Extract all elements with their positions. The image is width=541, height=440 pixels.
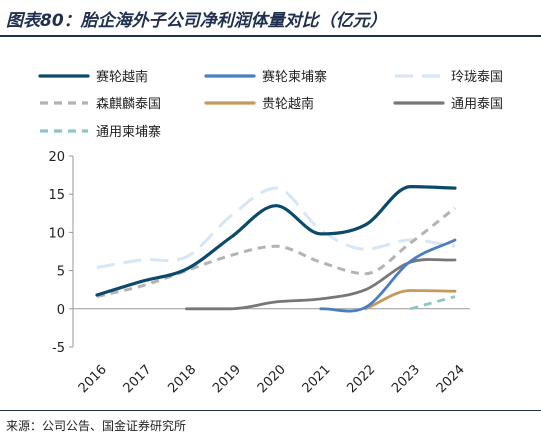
- legend-label-4: 贵轮越南: [262, 96, 314, 112]
- y-tick-label: 20: [48, 150, 65, 165]
- y-tick-label: 15: [48, 188, 65, 203]
- series-line-5: [185, 258, 457, 311]
- y-tick-label: 10: [48, 226, 65, 241]
- footer-divider: [0, 410, 541, 411]
- source-note: 来源：公司公告、国金证券研究所: [6, 419, 187, 433]
- y-tick-label: 5: [57, 265, 65, 280]
- legend-label-2: 玲珑泰国: [451, 70, 503, 85]
- legend-label-5: 通用泰国: [451, 97, 503, 112]
- x-tick-label: 2020: [255, 362, 289, 396]
- series-line-0: [95, 184, 457, 297]
- x-tick-label: 2016: [76, 362, 110, 396]
- legend-label-1: 赛轮柬埔寨: [262, 69, 327, 85]
- series-line-6: [409, 295, 456, 311]
- x-tick-label: 2018: [165, 362, 199, 396]
- x-tick-label: 2021: [300, 362, 334, 396]
- x-tick-label: 2017: [121, 362, 155, 396]
- legend-label-6: 通用柬埔寨: [96, 124, 161, 140]
- x-tick-label: 2024: [434, 362, 468, 396]
- title-bar: 图表80：胎企海外子公司净利润体量对比（亿元）: [0, 0, 541, 34]
- series-line-1: [319, 238, 457, 313]
- x-tick-label: 2023: [389, 362, 423, 396]
- chart-title: 图表80：胎企海外子公司净利润体量对比（亿元）: [6, 11, 387, 31]
- y-tick-label: -5: [52, 341, 65, 356]
- series-line-2: [96, 186, 456, 269]
- series-line-3: [96, 206, 456, 299]
- x-tick-label: 2019: [210, 362, 244, 396]
- chart-series-lines: [95, 184, 457, 313]
- x-tick-label: 2022: [344, 362, 378, 396]
- y-tick-label: 0: [57, 303, 65, 318]
- title-divider: [0, 35, 541, 37]
- legend-label-0: 赛轮越南: [96, 69, 148, 85]
- series-line-4: [364, 289, 457, 311]
- legend-label-3: 森麒麟泰国: [96, 96, 161, 112]
